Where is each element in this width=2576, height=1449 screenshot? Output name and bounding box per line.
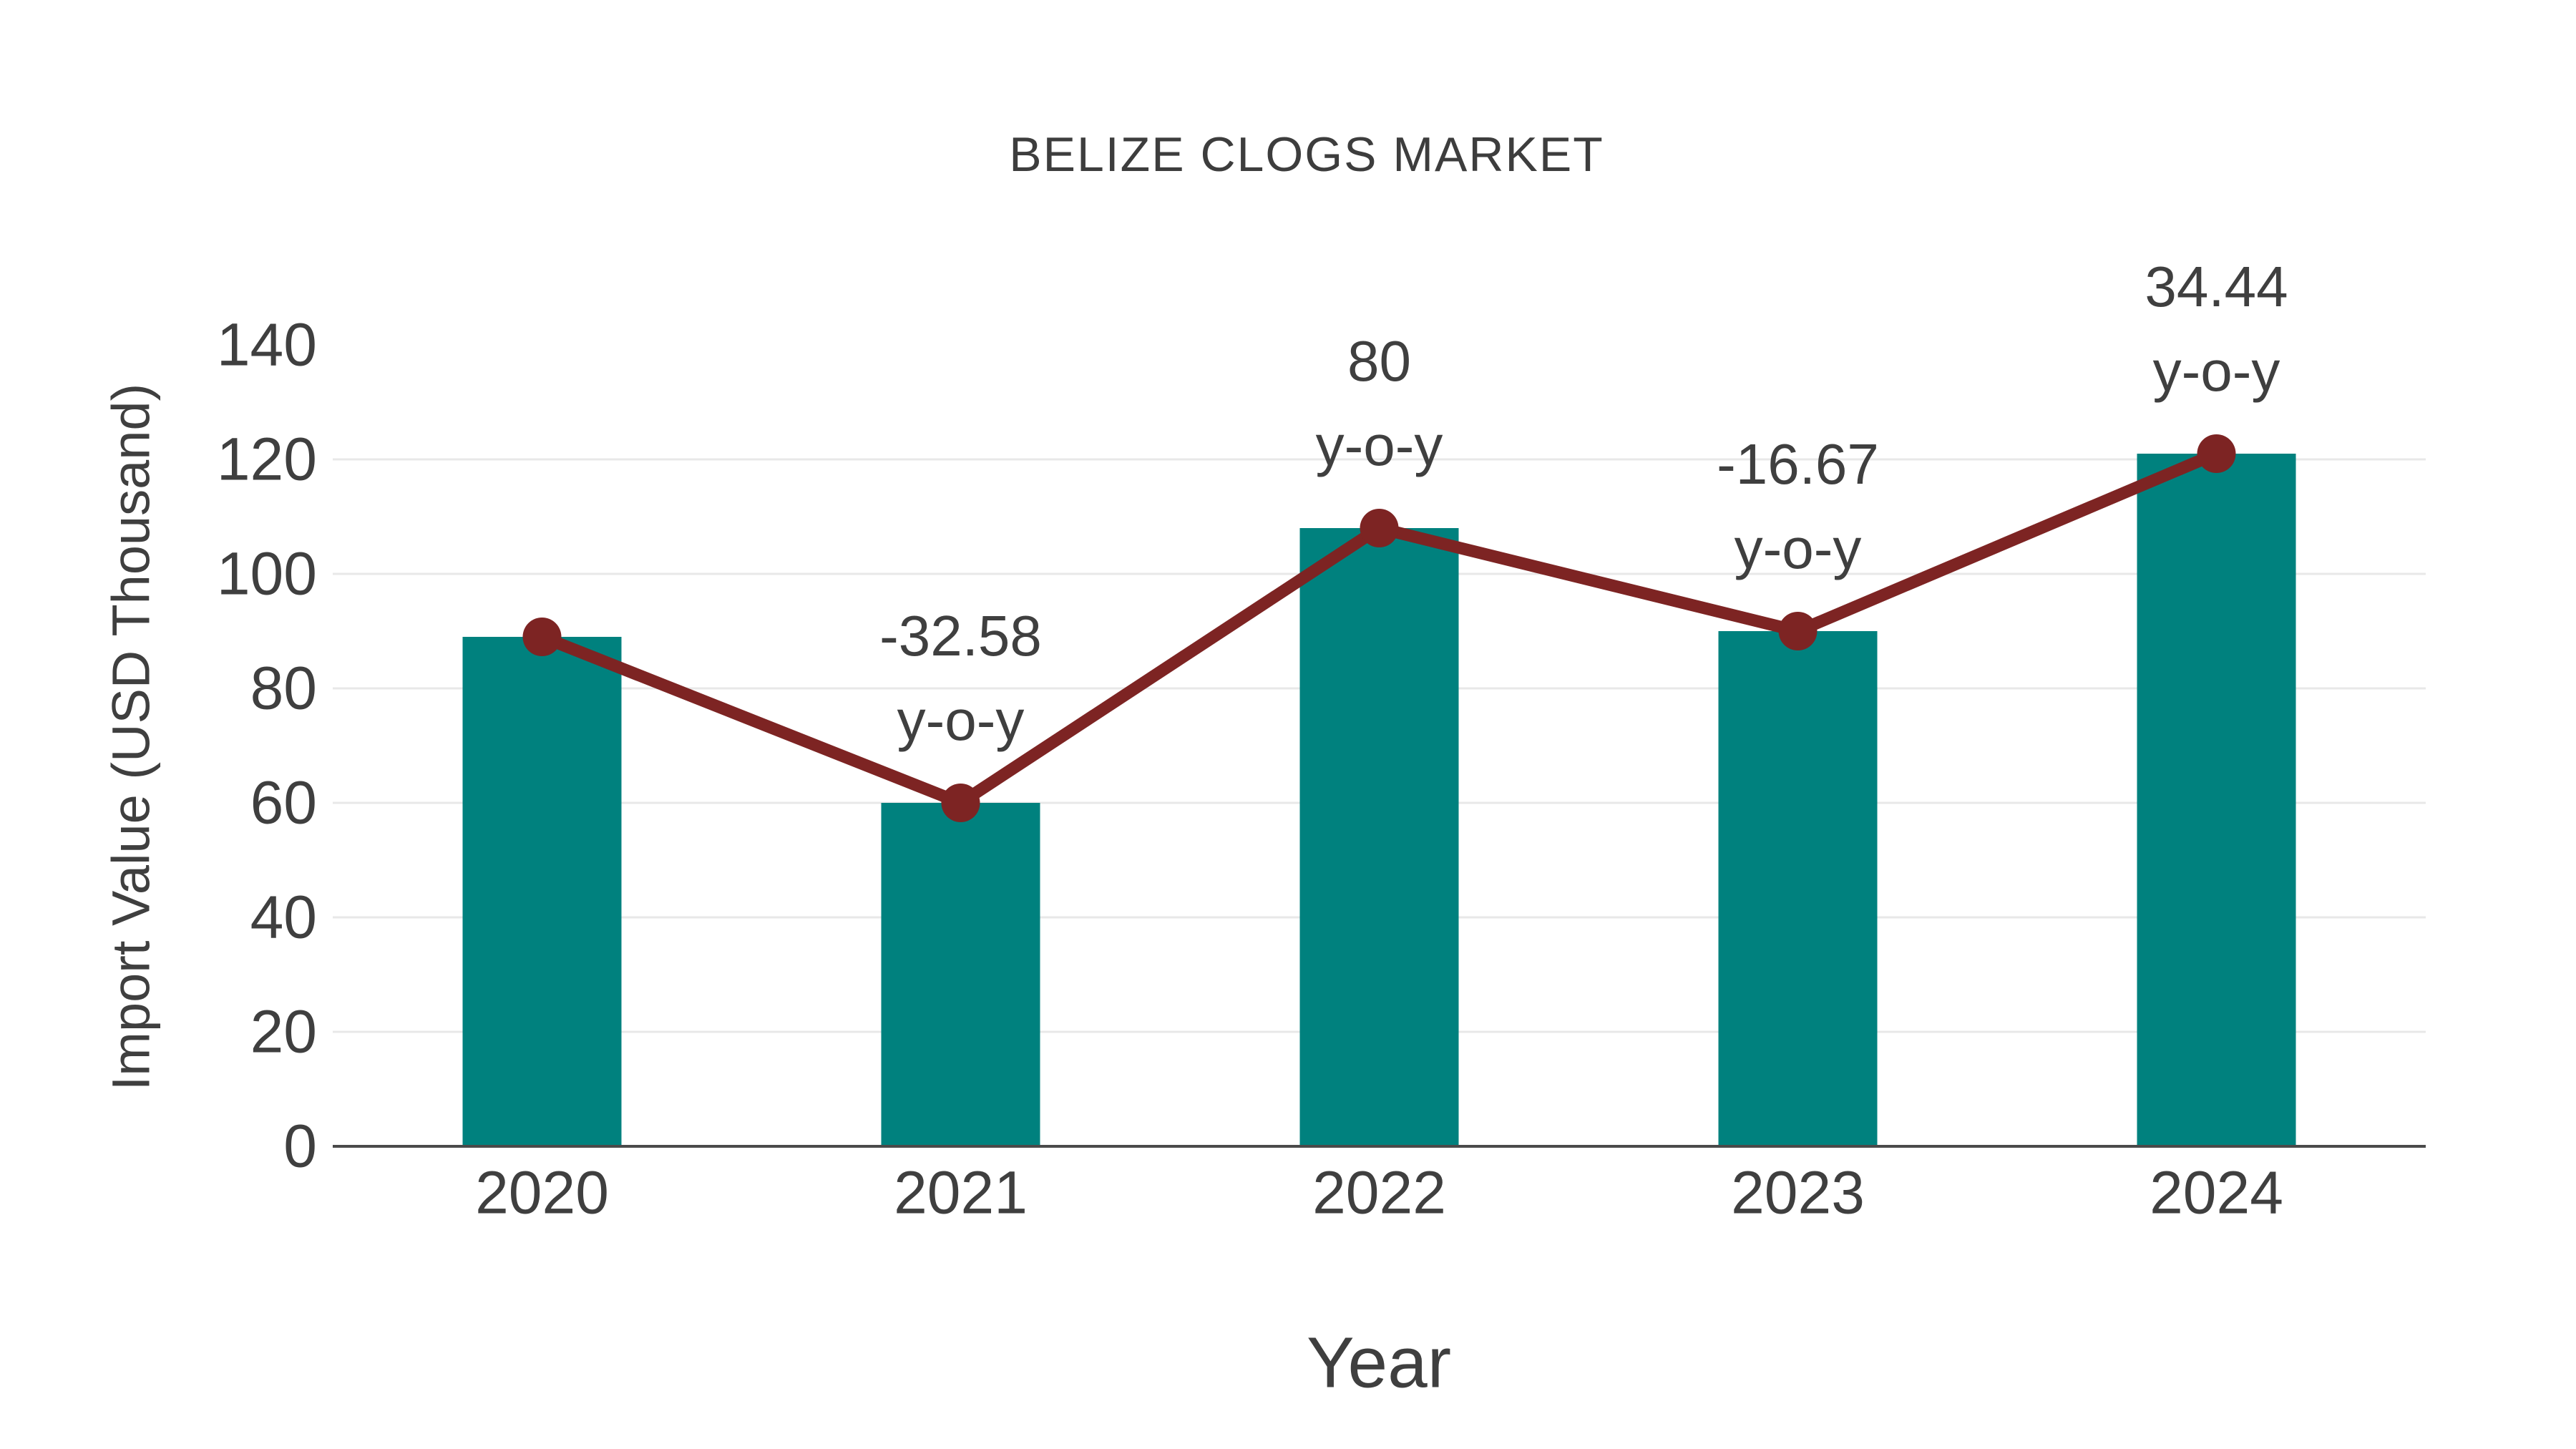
annotation-value: -16.67 <box>1717 432 1879 496</box>
y-tick-100: 100 <box>216 540 317 608</box>
y-axis-label: Import Value (USD Thousand) <box>101 383 161 1091</box>
annotation-2024: 34.44 y-o-y <box>2145 245 2288 414</box>
bar-2022 <box>1299 528 1459 1146</box>
y-tick-40: 40 <box>250 883 317 951</box>
annotation-suffix: y-o-y <box>897 688 1025 752</box>
annotation-suffix: y-o-y <box>1315 414 1443 477</box>
marker-2022 <box>1360 509 1399 547</box>
annotation-2023: -16.67 y-o-y <box>1717 422 1879 591</box>
y-tick-140: 140 <box>216 311 317 379</box>
y-tick-0: 0 <box>283 1112 317 1180</box>
x-tick-2021: 2021 <box>894 1158 1028 1226</box>
marker-2023 <box>1778 612 1818 650</box>
x-tick-2022: 2022 <box>1312 1158 1446 1226</box>
chart-title: BELIZE CLOGS MARKET <box>1009 127 1604 182</box>
annotation-suffix: y-o-y <box>1734 517 1862 580</box>
bar-2021 <box>881 803 1040 1146</box>
bar-2023 <box>1718 631 1878 1146</box>
y-tick-60: 60 <box>250 769 317 836</box>
y-tick-120: 120 <box>216 425 317 493</box>
marker-2021 <box>941 784 980 822</box>
y-tick-80: 80 <box>250 654 317 722</box>
x-axis-label: Year <box>1306 1322 1452 1403</box>
marker-2024 <box>2197 434 2236 473</box>
bar-2024 <box>2137 454 2296 1146</box>
x-tick-2020: 2020 <box>475 1158 609 1226</box>
bar-2020 <box>462 637 622 1146</box>
annotation-value: 80 <box>1347 329 1411 393</box>
annotation-2022: 80 y-o-y <box>1316 319 1443 488</box>
annotation-2021: -32.58 y-o-y <box>879 594 1042 763</box>
marker-2020 <box>522 618 562 656</box>
x-tick-2024: 2024 <box>2150 1158 2283 1226</box>
annotation-suffix: y-o-y <box>2152 339 2280 403</box>
annotation-value: -32.58 <box>879 604 1042 668</box>
x-tick-2023: 2023 <box>1731 1158 1865 1226</box>
y-tick-20: 20 <box>250 997 317 1065</box>
annotation-value: 34.44 <box>2145 255 2288 318</box>
